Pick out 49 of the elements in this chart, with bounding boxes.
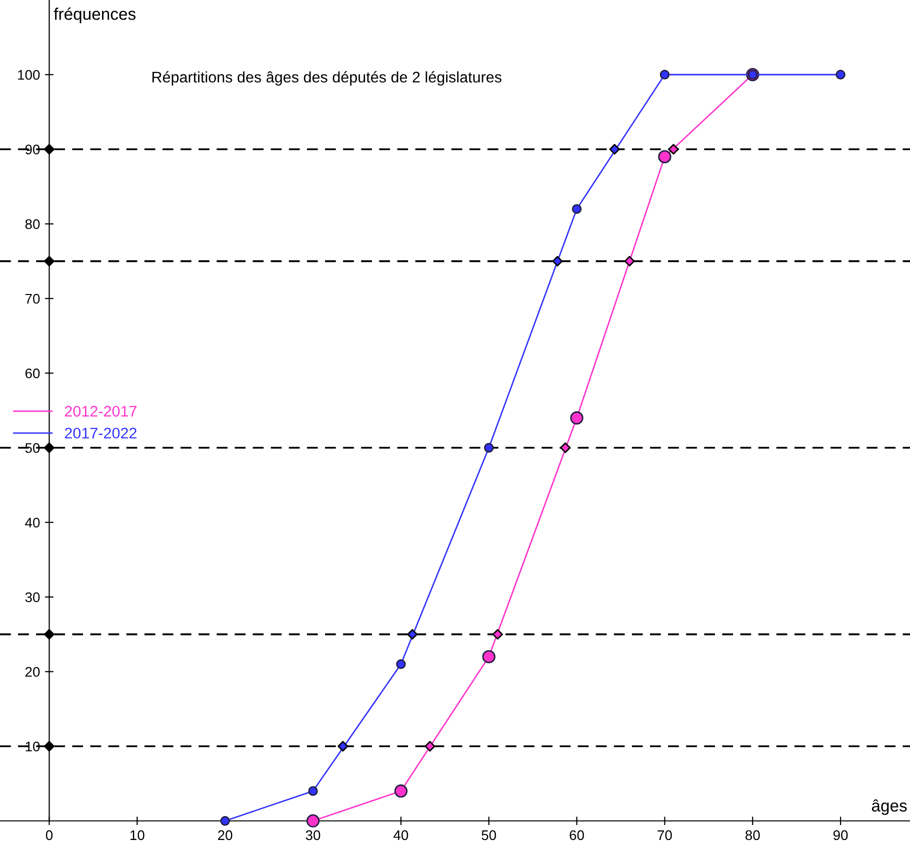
x-tick-label: 40	[394, 830, 408, 840]
point	[609, 144, 620, 155]
x-tick-label: 30	[306, 830, 320, 840]
point	[570, 411, 584, 424]
x-axis-title: âges	[872, 799, 907, 815]
y-tick-label: 70	[25, 294, 40, 304]
legend-label: 2017-2022	[64, 428, 136, 439]
point	[44, 256, 55, 266]
point	[44, 629, 55, 640]
x-tick-label: 20	[218, 830, 232, 840]
y-axis-title: fréquences	[54, 7, 136, 24]
y-tick-label: 40	[25, 518, 40, 528]
y-tick-label: 100	[18, 70, 40, 80]
y-tick-label: 60	[25, 368, 40, 378]
point	[424, 740, 436, 752]
point	[560, 442, 571, 454]
y-tick-label: 20	[25, 666, 40, 677]
point	[220, 816, 230, 826]
x-tick-label: 70	[658, 830, 672, 840]
point	[836, 70, 846, 80]
point	[668, 144, 679, 155]
point	[44, 442, 55, 454]
point	[407, 629, 418, 640]
point	[572, 204, 582, 214]
x-tick-label: 10	[130, 830, 144, 840]
x-tick-label: 0	[46, 830, 53, 840]
point	[338, 740, 348, 752]
point	[308, 786, 318, 796]
legend-label: 2012-2017	[64, 406, 136, 417]
point	[552, 256, 563, 266]
y-tick-label: 10	[26, 742, 40, 752]
point	[396, 659, 406, 670]
point	[492, 629, 503, 640]
point	[44, 144, 55, 155]
y-tick-label: 30	[25, 592, 40, 602]
point	[660, 70, 670, 80]
x-tick-label: 80	[746, 830, 760, 840]
y-tick-label: 80	[25, 219, 40, 230]
x-tick-label: 60	[570, 830, 584, 840]
x-tick-label: 50	[482, 830, 496, 840]
point	[394, 784, 408, 798]
point	[624, 256, 635, 266]
text: Répartitions des âges des députés de 2 législatures	[152, 71, 502, 86]
point	[482, 650, 496, 664]
point	[306, 814, 320, 828]
point	[658, 150, 672, 164]
point	[484, 442, 494, 453]
point	[44, 740, 55, 752]
x-tick-label: 90	[833, 830, 848, 840]
